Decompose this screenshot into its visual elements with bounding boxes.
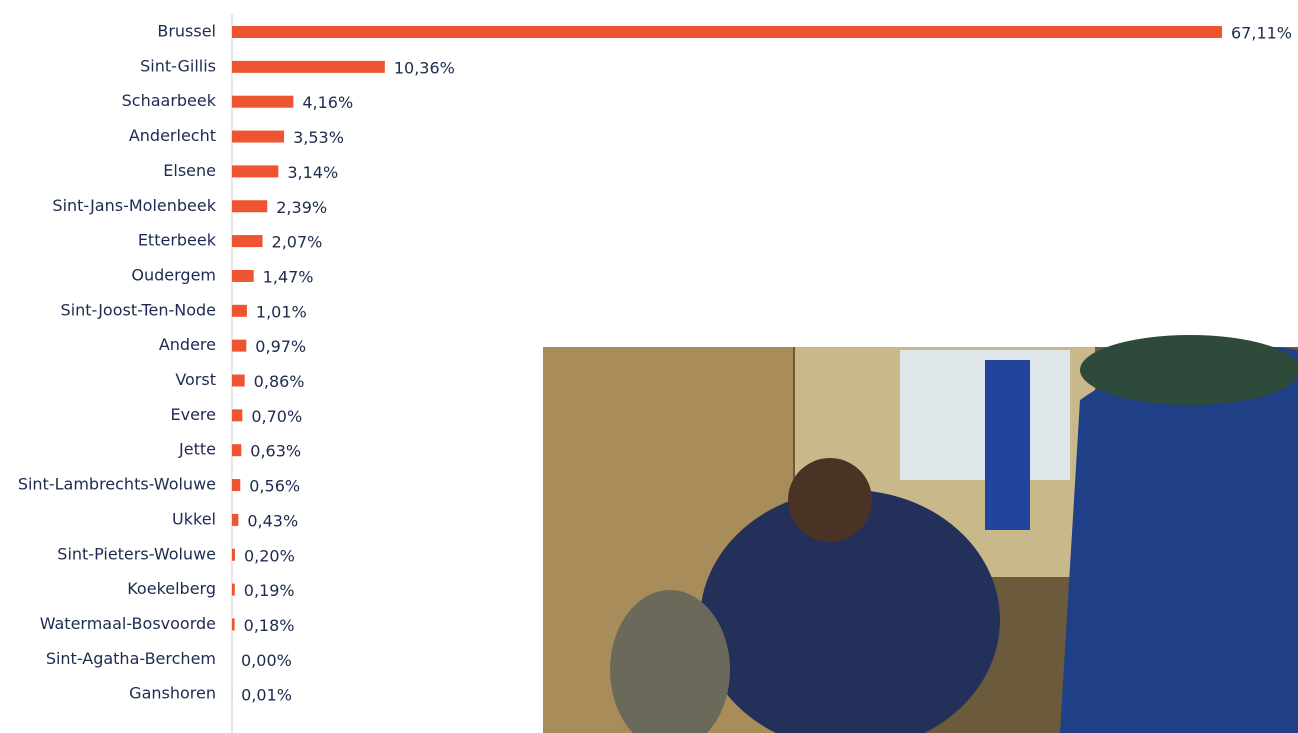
bar	[232, 304, 247, 317]
value-label: 0,97%	[255, 337, 306, 356]
value-label: 2,07%	[272, 233, 323, 252]
value-label: 2,39%	[276, 198, 327, 217]
bar	[232, 165, 279, 178]
bar	[232, 60, 385, 73]
category-label: Watermaal-Bosvoorde	[40, 614, 216, 633]
bar	[232, 95, 294, 108]
category-label: Sint-Jans-Molenbeek	[52, 196, 216, 215]
category-label: Jette	[178, 440, 216, 459]
bar	[232, 409, 243, 422]
value-label: 1,47%	[263, 267, 314, 286]
value-label: 0,63%	[250, 442, 301, 461]
value-label: 10,36%	[394, 58, 455, 77]
bar	[232, 200, 268, 213]
category-label: Evere	[171, 405, 217, 424]
value-label: 67,11%	[1231, 24, 1292, 43]
value-label: 0,18%	[244, 616, 295, 635]
category-label: Anderlecht	[129, 126, 216, 145]
photo-person	[985, 360, 1030, 530]
value-label: 0,20%	[244, 546, 295, 565]
bar	[232, 583, 235, 596]
value-label: 1,01%	[256, 302, 307, 321]
photo-hat	[1080, 335, 1298, 405]
value-label: 0,43%	[247, 511, 298, 530]
bar	[232, 235, 263, 248]
category-label: Sint-Agatha-Berchem	[46, 649, 216, 668]
value-label: 0,86%	[254, 372, 305, 391]
category-label: Sint-Lambrechts-Woluwe	[18, 475, 216, 494]
category-label: Etterbeek	[138, 231, 217, 250]
bar	[232, 269, 254, 282]
bar	[232, 26, 1222, 38]
value-label: 3,53%	[293, 128, 344, 147]
category-label: Sint-Gillis	[140, 56, 216, 75]
bar	[232, 548, 235, 561]
category-label: Ukkel	[172, 509, 216, 528]
photo-bag	[610, 590, 730, 733]
bar	[232, 479, 241, 492]
value-label: 0,70%	[251, 407, 302, 426]
value-label: 3,14%	[287, 163, 338, 182]
bar	[232, 513, 239, 526]
photo-helper	[1060, 345, 1298, 733]
value-label: 0,00%	[241, 651, 292, 670]
category-label: Sint-Pieters-Woluwe	[57, 544, 216, 563]
bar	[232, 339, 247, 352]
value-label: 0,19%	[244, 581, 295, 600]
photo-blanket	[700, 490, 1000, 733]
category-label: Ganshoren	[129, 684, 216, 703]
category-label: Vorst	[175, 370, 216, 389]
photo	[543, 335, 1298, 733]
value-label: 0,56%	[249, 477, 300, 496]
bar	[232, 130, 285, 143]
bar	[232, 374, 245, 387]
category-label: Oudergem	[131, 265, 216, 284]
category-label: Andere	[159, 335, 216, 354]
category-label: Koekelberg	[127, 579, 216, 598]
value-label: 4,16%	[302, 93, 353, 112]
category-label: Sint-Joost-Ten-Node	[61, 300, 216, 319]
category-label: Schaarbeek	[122, 91, 217, 110]
bar	[232, 618, 235, 631]
bar	[232, 444, 242, 457]
photo-face	[788, 458, 872, 542]
category-label: Brussel	[157, 22, 216, 41]
value-label: 0,01%	[241, 686, 292, 705]
category-label: Elsene	[163, 161, 216, 180]
